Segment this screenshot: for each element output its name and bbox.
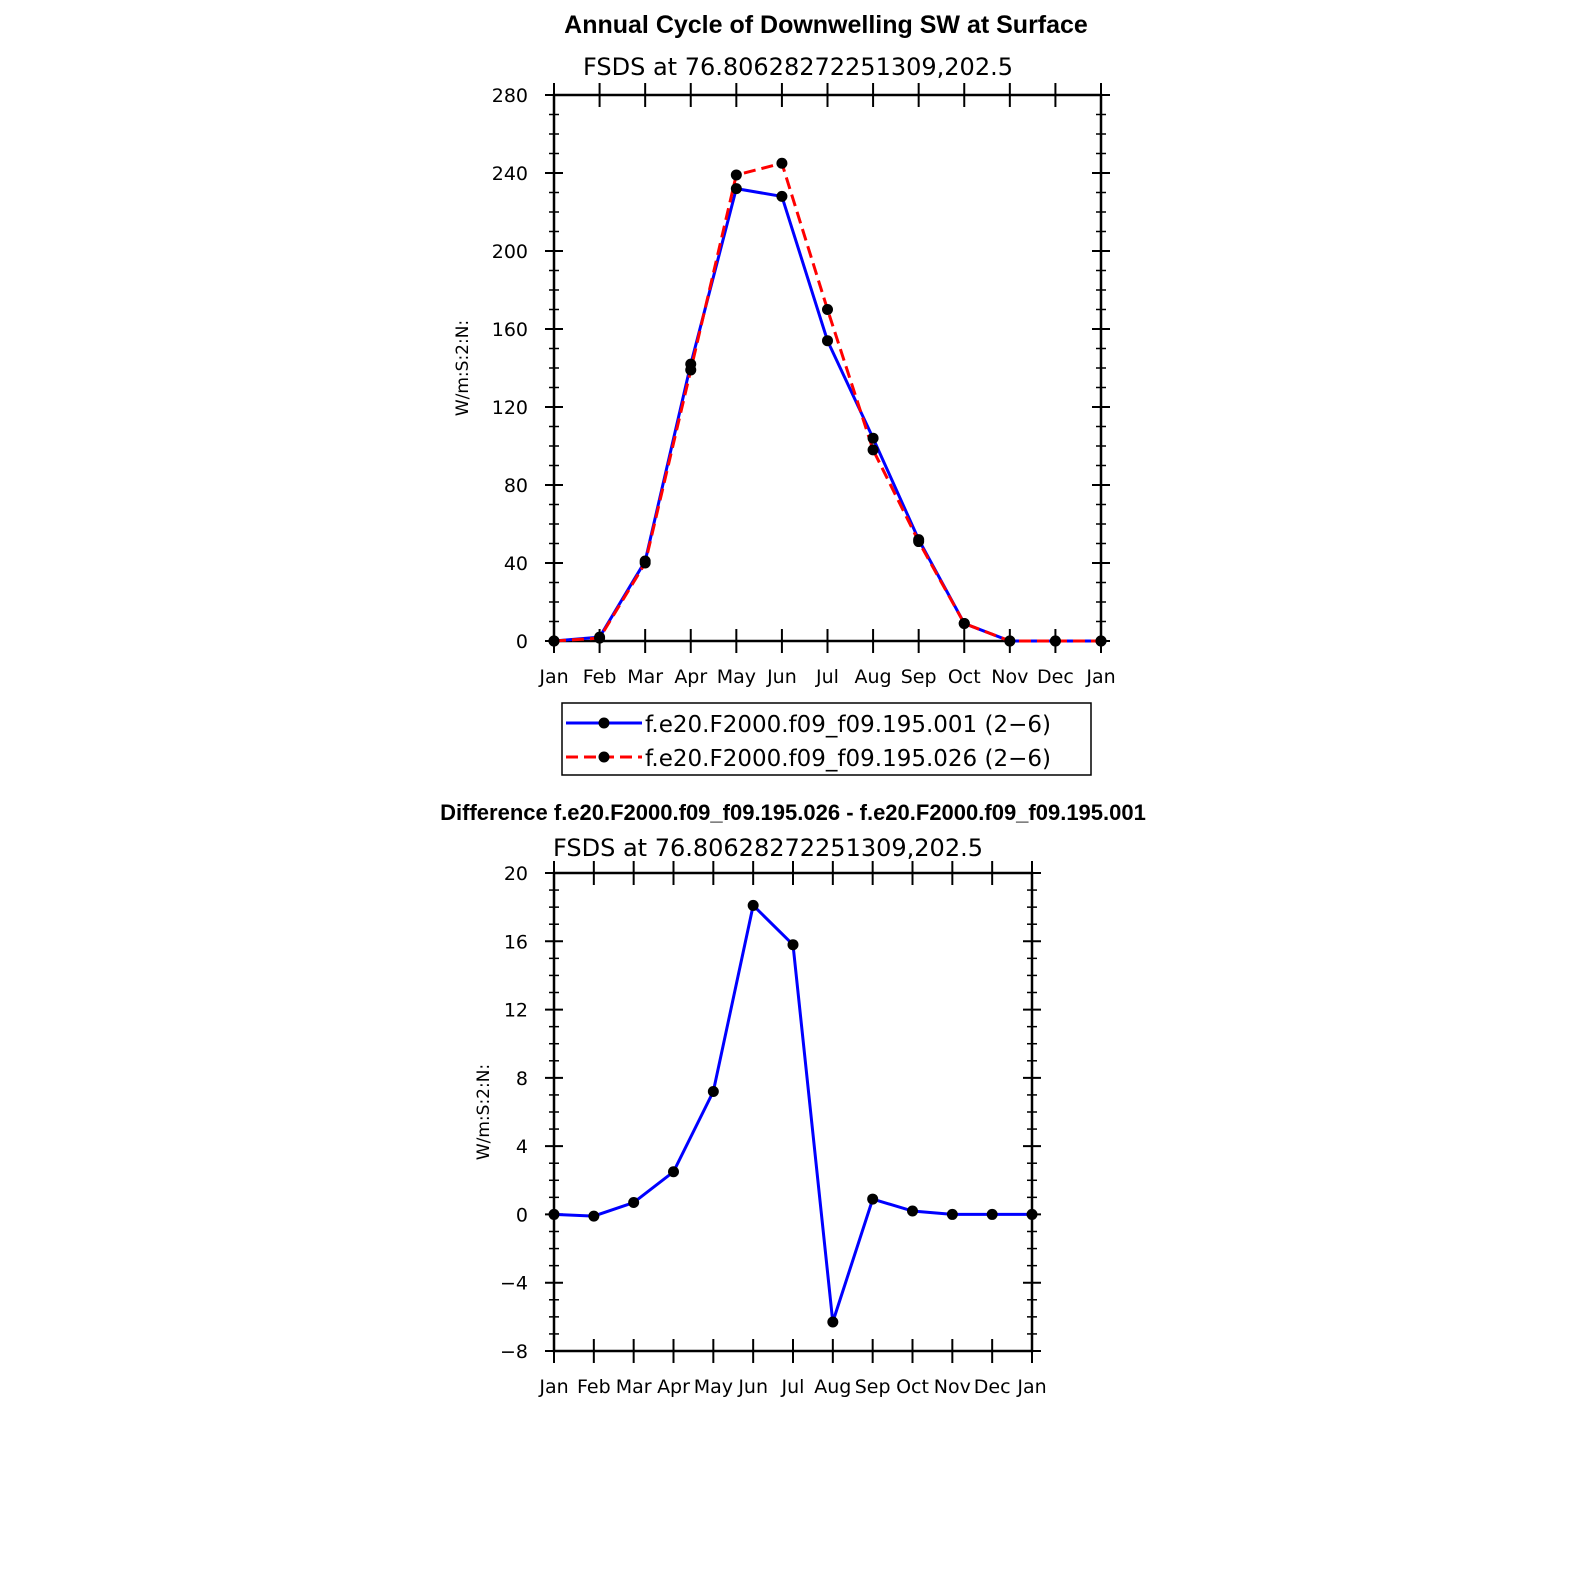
data-point [685,364,697,376]
x-tick-label: Oct [896,1376,929,1398]
legend-entry-0: f.e20.F2000.f09_f09.195.001 (2−6) [645,712,1051,738]
x-tick-label: Nov [991,666,1028,688]
x-tick-label: Feb [583,666,617,688]
y-axis-label: W/m:S:2:N: [474,1064,494,1160]
y-tick-label: 0 [516,1204,528,1226]
legend-marker [598,717,610,729]
y-tick-label: 280 [492,85,528,107]
x-tick-label: Feb [577,1376,611,1398]
x-tick-label: Jan [538,1376,568,1398]
x-tick-label: Jan [1016,1376,1046,1398]
data-point [822,335,833,347]
difference-chart: Difference f.e20.F2000.f09_f09.195.026 -… [440,800,1146,1398]
data-point [958,617,970,629]
data-point [1004,635,1016,647]
data-point [747,899,759,911]
plot-frame [552,93,1103,643]
data-point [913,536,925,548]
data-point [986,1208,998,1220]
legend-marker [598,751,610,763]
data-point [907,1205,918,1217]
data-point [776,157,788,169]
data-point [827,1316,839,1328]
x-tick-label: Jun [737,1376,768,1398]
y-tick-label: 0 [516,631,528,653]
plot-area: −8 −4 0 4 8 12 16 20 Jan Feb Mar Apr May Jun Jul Aug Sep… [500,861,1047,1398]
annual-cycle-chart: Annual Cycle of Downwelling SW at Surfac… [453,11,1116,776]
y-tick-label: 120 [492,397,528,419]
y-tick-label: −8 [500,1341,528,1363]
series-line-1 [553,161,1101,643]
x-tick-label: Jul [815,666,839,688]
x-tick-label: Sep [901,666,937,688]
data-point [1095,635,1107,647]
chart-subtitle: FSDS at 76.80628272251309,202.5 [583,53,1013,81]
data-point [867,432,879,444]
chart-title: Annual Cycle of Downwelling SW at Surfac… [564,11,1088,39]
data-point [776,190,788,202]
y-tick-label: 40 [504,553,528,575]
data-point [588,1210,600,1222]
x-tick-label: Aug [855,666,892,688]
y-tick-label: −4 [500,1273,528,1295]
data-point [1026,1208,1038,1220]
x-tick-label: Dec [974,1376,1011,1398]
plot-area: 0 40 80 120 160 200 240 280 Jan Feb Mar Apr May Jun Ju… [492,83,1116,688]
x-tick-label: Oct [948,666,981,688]
x-tick-label: Aug [814,1376,851,1398]
x-tick-label: Jan [538,666,568,688]
data-point [639,557,651,569]
legend-box [561,702,1092,776]
legend: f.e20.F2000.f09_f09.195.001 (2−6) f.e20.F… [561,702,1092,776]
y-tick-label: 12 [504,1000,528,1022]
x-tick-label: Apr [657,1376,690,1398]
data-point [668,1166,679,1178]
data-point [548,635,560,647]
data-point [867,444,879,456]
data-point [628,1196,640,1208]
y-tick-label: 16 [504,931,528,953]
series-line-0 [553,186,1101,643]
x-tick-label: Jan [1085,666,1115,688]
y-tick-label: 20 [504,863,528,885]
x-tick-label: Mar [627,666,663,688]
y-tick-label: 8 [516,1068,528,1090]
data-point [867,1193,879,1205]
x-tick-label: Sep [855,1376,891,1398]
y-tick-label: 240 [492,163,528,185]
data-point [822,304,833,315]
data-point [548,1208,560,1220]
y-tick-label: 160 [492,319,528,341]
data-point [787,939,799,951]
data-point [730,183,742,195]
y-tick-label: 4 [516,1136,528,1158]
data-point [730,169,742,181]
x-tick-label: Dec [1037,666,1074,688]
x-tick-label: May [717,666,756,688]
x-tick-label: Mar [616,1376,652,1398]
x-tick-label: Jul [781,1376,805,1398]
y-axis-label: W/m:S:2:N: [453,320,473,416]
data-point [594,632,606,644]
data-point [946,1208,958,1220]
x-tick-label: Apr [674,666,707,688]
x-tick-label: Nov [934,1376,971,1398]
y-tick-label: 80 [504,475,528,497]
chart-title: Difference f.e20.F2000.f09_f09.195.026 -… [440,800,1146,825]
legend-entry-1: f.e20.F2000.f09_f09.195.026 (2−6) [645,746,1051,772]
y-tick-label: 200 [492,241,528,263]
data-point [707,1086,719,1098]
chart-subtitle: FSDS at 76.80628272251309,202.5 [553,834,983,862]
x-tick-label: Jun [766,666,797,688]
x-tick-label: May [694,1376,733,1398]
data-point [1049,635,1061,647]
series-line-0 [553,902,1032,1323]
